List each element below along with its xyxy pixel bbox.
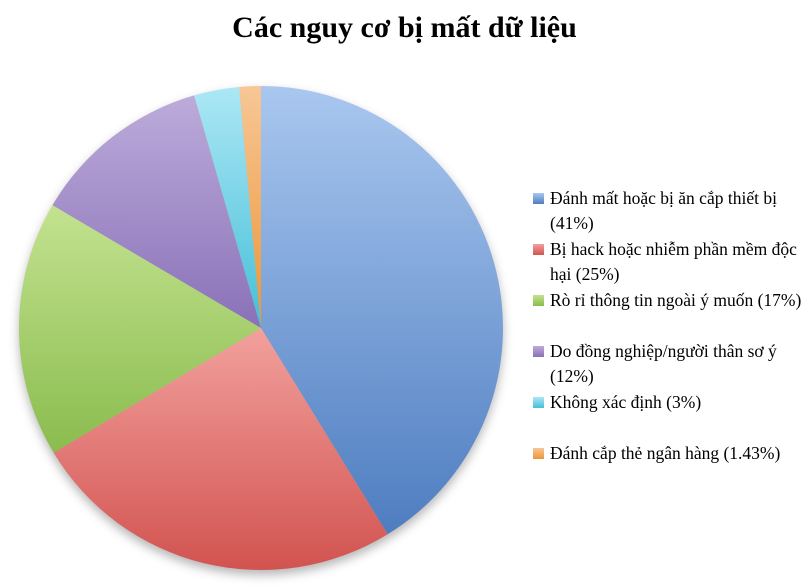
legend-swatch-red	[533, 244, 544, 255]
legend: Đánh mất hoặc bị ăn cắp thiết bị (41%) Bị …	[533, 186, 809, 492]
pie-slice-cyan	[194, 86, 261, 328]
legend-item: Đánh mất hoặc bị ăn cắp thiết bị (41%)	[533, 186, 809, 237]
pie-slice-orange	[239, 86, 261, 328]
pie-slice-purple	[52, 95, 261, 328]
pie-slice-green	[19, 205, 262, 453]
legend-swatch-cyan	[533, 397, 544, 408]
legend-label: Đánh cắp thẻ ngân hàng (1.43%)	[550, 443, 781, 463]
legend-item: Do đồng nghiệp/người thân sơ ý (12%)	[533, 339, 809, 390]
legend-label: Rò rỉ thông tin ngoài ý muốn (17%)	[550, 290, 802, 310]
chart-title: Các nguy cơ bị mất dữ liệu	[232, 11, 577, 44]
legend-swatch-orange	[533, 448, 544, 459]
legend-item: Không xác định (3%)	[533, 390, 809, 441]
legend-label: (41%)	[550, 213, 594, 233]
legend-swatch-green	[533, 295, 544, 306]
legend-swatch-purple	[533, 346, 544, 357]
legend-label: Không xác định (3%)	[550, 392, 702, 412]
legend-item: Đánh cắp thẻ ngân hàng (1.43%)	[533, 441, 809, 492]
pie-slice-red	[53, 328, 388, 570]
legend-label: Do đồng nghiệp/người thân sơ ý	[550, 341, 777, 361]
legend-label: hại (25%)	[550, 264, 620, 284]
legend-swatch-blue	[533, 193, 544, 204]
legend-label: Đánh mất hoặc bị ăn cắp thiết bị	[550, 188, 777, 208]
legend-label: Bị hack hoặc nhiễm phần mềm độc	[550, 239, 797, 259]
legend-item: Bị hack hoặc nhiễm phần mềm độc hại (25%)	[533, 237, 809, 288]
pie-slice-blue	[261, 86, 503, 535]
legend-item: Rò rỉ thông tin ngoài ý muốn (17%)	[533, 288, 809, 339]
pie-group	[19, 86, 503, 570]
legend-label: (12%)	[550, 366, 594, 386]
